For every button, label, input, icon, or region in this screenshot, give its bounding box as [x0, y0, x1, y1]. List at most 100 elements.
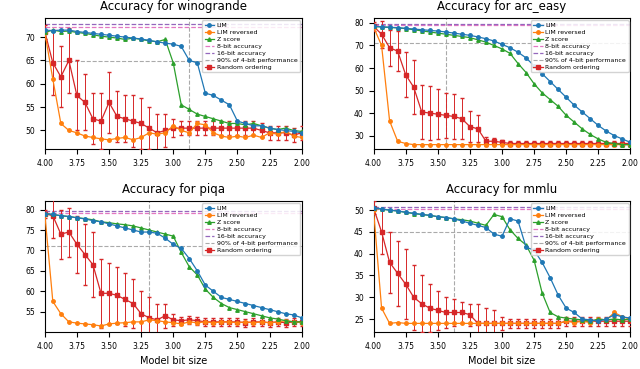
LIM reversed [177, 322, 185, 326]
LIM reversed [418, 142, 426, 147]
LIM [579, 110, 586, 114]
Z score [209, 117, 217, 121]
LIM [474, 223, 482, 228]
Z score [611, 141, 618, 146]
Z score [242, 123, 250, 127]
LIM [370, 206, 378, 210]
Legend: LIM, LIM reversed, Z score, 8-bit accuracy, 16-bit accuracy, 90% of 4-bit perfor: LIM, LIM reversed, Z score, 8-bit accura… [202, 20, 300, 72]
Z score [370, 206, 378, 210]
LIM [193, 61, 201, 65]
LIM [121, 226, 129, 230]
LIM reversed [258, 320, 266, 324]
LIM reversed [386, 321, 394, 325]
Z score [202, 114, 209, 119]
Legend: LIM, LIM reversed, Z score, 8-bit accuracy, 16-bit accuracy, 90% of 4-bit perfor: LIM, LIM reversed, Z score, 8-bit accura… [531, 203, 628, 255]
Title: Accuracy for mmlu: Accuracy for mmlu [446, 183, 557, 196]
Z score [506, 228, 514, 232]
LIM reversed [490, 142, 498, 147]
Z score [234, 121, 241, 126]
Z score [394, 209, 401, 213]
LIM [434, 214, 442, 219]
LIM [490, 39, 498, 43]
Z score [129, 36, 137, 40]
LIM [466, 33, 474, 38]
LIM reversed [611, 142, 618, 147]
LIM reversed [586, 320, 594, 325]
LIM [250, 303, 257, 308]
LIM reversed [161, 131, 169, 135]
Z score [73, 215, 81, 220]
LIM reversed [65, 128, 73, 133]
LIM [482, 225, 490, 230]
Z score [170, 234, 177, 238]
LIM [450, 31, 458, 35]
Z score [250, 121, 257, 126]
LIM [49, 28, 57, 33]
Z score [290, 128, 298, 133]
Z score [570, 120, 578, 124]
Title: Accuracy for winogrande: Accuracy for winogrande [100, 0, 247, 13]
Z score [378, 25, 385, 29]
Z score [370, 24, 378, 28]
Z score [298, 129, 305, 134]
Z score [129, 224, 137, 228]
LIM [378, 207, 385, 211]
LIM reversed [298, 135, 305, 140]
Z score [586, 319, 594, 323]
Z score [563, 316, 570, 320]
LIM [522, 245, 530, 249]
LIM reversed [129, 320, 137, 324]
LIM [234, 299, 241, 304]
Z score [89, 32, 97, 37]
LIM reversed [370, 25, 378, 29]
Z score [274, 127, 282, 132]
LIM [531, 63, 538, 68]
LIM [426, 213, 433, 218]
LIM [595, 123, 602, 128]
Z score [490, 212, 498, 217]
LIM reversed [498, 142, 506, 147]
LIM [73, 215, 81, 220]
LIM [611, 134, 618, 138]
Z score [402, 26, 410, 31]
Z score [579, 318, 586, 322]
LIM reversed [442, 142, 450, 147]
LIM [402, 210, 410, 214]
LIM [209, 93, 217, 98]
Line: LIM: LIM [43, 212, 303, 320]
LIM [161, 41, 169, 45]
Z score [450, 33, 458, 38]
LIM reversed [57, 311, 65, 316]
LIM [97, 220, 105, 224]
Z score [506, 51, 514, 56]
LIM reversed [209, 321, 217, 325]
LIM reversed [394, 320, 401, 325]
Z score [538, 291, 546, 295]
Z score [563, 113, 570, 118]
Z score [97, 220, 105, 224]
Z score [394, 26, 401, 30]
LIM [242, 121, 250, 126]
Z score [170, 61, 177, 65]
Z score [113, 36, 121, 40]
LIM reversed [547, 142, 554, 147]
LIM reversed [170, 124, 177, 128]
Z score [554, 104, 562, 108]
LIM [458, 219, 466, 223]
LIM [547, 79, 554, 84]
LIM reversed [137, 320, 145, 324]
LIM [402, 26, 410, 31]
Z score [410, 28, 417, 32]
LIM reversed [426, 142, 433, 147]
Z score [218, 119, 225, 123]
LIM [602, 317, 610, 321]
LIM reversed [250, 133, 257, 137]
LIM [242, 301, 250, 306]
Title: Accuracy for piqa: Accuracy for piqa [122, 183, 225, 196]
LIM [410, 27, 417, 31]
LIM [458, 32, 466, 37]
Z score [218, 301, 225, 306]
Z score [177, 250, 185, 255]
LIM reversed [225, 135, 233, 140]
Z score [282, 318, 289, 323]
